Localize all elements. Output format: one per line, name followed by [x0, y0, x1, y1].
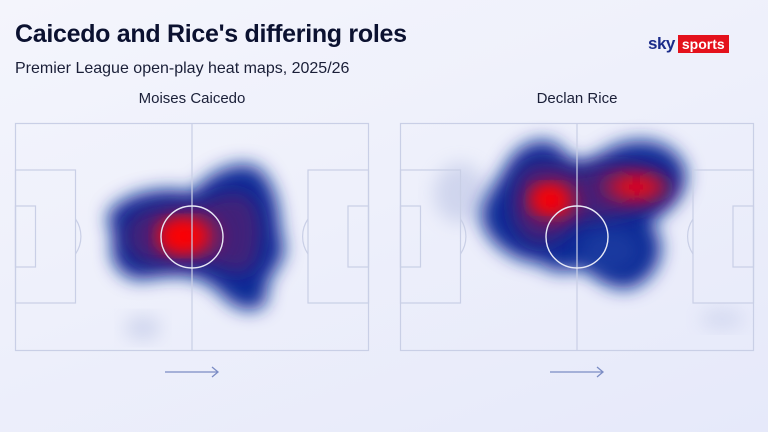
- heatmap-svg-caicedo: [14, 122, 370, 352]
- heatmap-pitch-rice: [399, 122, 755, 352]
- heat-layer: [107, 164, 285, 340]
- attack-direction-arrow-icon: [165, 366, 220, 378]
- heatmap-svg-rice: [399, 122, 755, 352]
- pitch-lines: [14, 122, 370, 352]
- heat-layer: [434, 140, 744, 329]
- logo-sky-text: sky: [648, 34, 675, 53]
- heatmap-pitch-caicedo: [14, 122, 370, 352]
- chart-title: Caicedo and Rice's differing roles: [15, 20, 407, 48]
- chart-subtitle: Premier League open-play heat maps, 2025…: [15, 60, 350, 77]
- attack-direction-arrow-icon: [550, 366, 605, 378]
- pitch-lines: [399, 122, 755, 352]
- player-name-caicedo: Moises Caicedo: [138, 90, 246, 107]
- player-name-rice: Declan Rice: [536, 90, 618, 107]
- logo-sports-text: sports: [677, 35, 729, 53]
- centre-circle: [545, 205, 609, 269]
- sky-sports-logo: sky sports: [648, 35, 729, 53]
- centre-circle: [160, 205, 224, 269]
